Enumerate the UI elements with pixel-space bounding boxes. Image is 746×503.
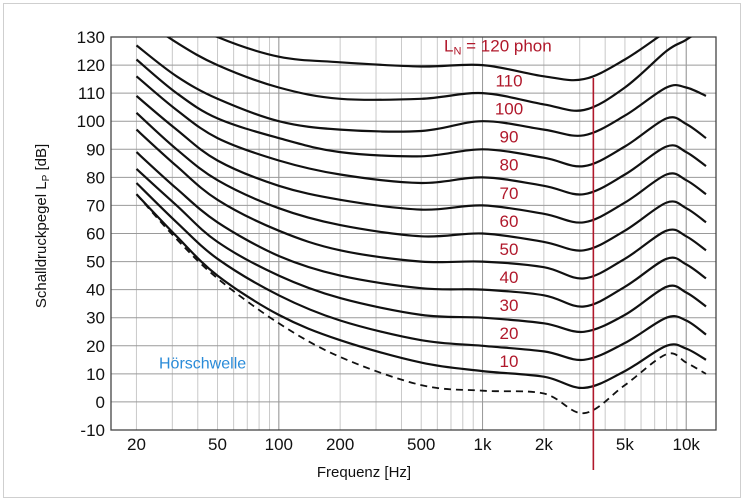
curve-50-phon bbox=[135, 128, 707, 280]
phon-label-30: 30 bbox=[500, 296, 519, 315]
ticks-layer: -10 0 10 20 30 40 50 60 70 80 90 100 110 120 130 20 50 10… bbox=[77, 28, 701, 454]
x-tick-label: 500 bbox=[407, 435, 435, 454]
curve-10-phon bbox=[135, 193, 707, 390]
x-tick-label: 20 bbox=[127, 435, 146, 454]
y-tick-label: 110 bbox=[78, 84, 105, 103]
labels-layer: LN = 120 phon 110 100 90 80 70 60 50 40 30 20 10 Hör… bbox=[159, 36, 552, 372]
curve-110-phon bbox=[166, 37, 693, 112]
x-tick-label: 10k bbox=[673, 435, 701, 454]
curve-120-phon bbox=[214, 37, 661, 82]
curve-60-phon bbox=[135, 111, 707, 252]
y-tick-label: 30 bbox=[86, 309, 105, 328]
x-tick-label: 50 bbox=[208, 435, 227, 454]
phon-label-20: 20 bbox=[500, 324, 519, 343]
x-tick-label: 5k bbox=[616, 435, 634, 454]
curve-20-phon bbox=[135, 182, 707, 362]
y-tick-label: -10 bbox=[80, 421, 105, 440]
phon-label-120: LN = 120 phon bbox=[444, 36, 552, 57]
x-tick-label: 200 bbox=[326, 435, 354, 454]
threshold-label: Hörschwelle bbox=[159, 356, 246, 373]
y-tick-label: 80 bbox=[86, 168, 105, 187]
y-tick-label: 0 bbox=[96, 393, 105, 412]
phon-label-60: 60 bbox=[500, 212, 519, 231]
x-axis-label: Frequenz [Hz] bbox=[317, 464, 411, 481]
phon-label-100: 100 bbox=[495, 100, 523, 119]
curve-70-phon bbox=[135, 95, 707, 224]
y-axis-label-sub: P bbox=[41, 174, 52, 181]
y-tick-label: 40 bbox=[86, 281, 105, 300]
label-prefix-rest: = 120 phon bbox=[461, 36, 551, 55]
plot-border bbox=[110, 36, 717, 431]
phon-label-10: 10 bbox=[500, 352, 519, 371]
y-tick-label: 50 bbox=[86, 253, 105, 272]
y-tick-label: 10 bbox=[86, 365, 105, 384]
x-tick-label: 100 bbox=[265, 435, 293, 454]
x-tick-label: 1k bbox=[474, 435, 492, 454]
y-tick-label: 90 bbox=[86, 140, 105, 159]
phon-label-40: 40 bbox=[500, 268, 519, 287]
curve-100-phon bbox=[135, 44, 707, 137]
x-tick-label: 2k bbox=[535, 435, 553, 454]
chart-frame: LN = 120 phon 110 100 90 80 70 60 50 40 30 20 10 Hör… bbox=[3, 3, 741, 498]
curve-40-phon bbox=[135, 151, 707, 308]
phon-label-80: 80 bbox=[500, 156, 519, 175]
y-axis-label-main: Schalldruckpegel L bbox=[33, 181, 50, 308]
y-tick-label: 130 bbox=[77, 28, 105, 47]
phon-label-110: 110 bbox=[495, 72, 522, 91]
y-tick-label: 70 bbox=[86, 196, 105, 215]
curve-90-phon bbox=[135, 58, 707, 168]
curve-30-phon bbox=[135, 168, 707, 334]
y-tick-label: 120 bbox=[77, 56, 105, 75]
curves-layer bbox=[135, 37, 707, 415]
y-tick-label: 20 bbox=[86, 337, 105, 356]
curve-80-phon bbox=[135, 75, 707, 196]
phon-label-70: 70 bbox=[500, 184, 519, 203]
label-prefix-main: L bbox=[444, 36, 453, 55]
y-tick-label: 60 bbox=[86, 225, 105, 244]
phon-label-50: 50 bbox=[500, 240, 519, 259]
y-tick-label: 100 bbox=[77, 112, 105, 131]
equal-loudness-chart: LN = 120 phon110100908070605040302010Hör… bbox=[33, 28, 717, 481]
y-axis-label-unit: [dB] bbox=[33, 144, 50, 175]
label-prefix-sub: N bbox=[453, 45, 461, 57]
y-axis-label: Schalldruckpegel LP [dB] bbox=[33, 144, 52, 308]
phon-label-90: 90 bbox=[500, 128, 519, 147]
